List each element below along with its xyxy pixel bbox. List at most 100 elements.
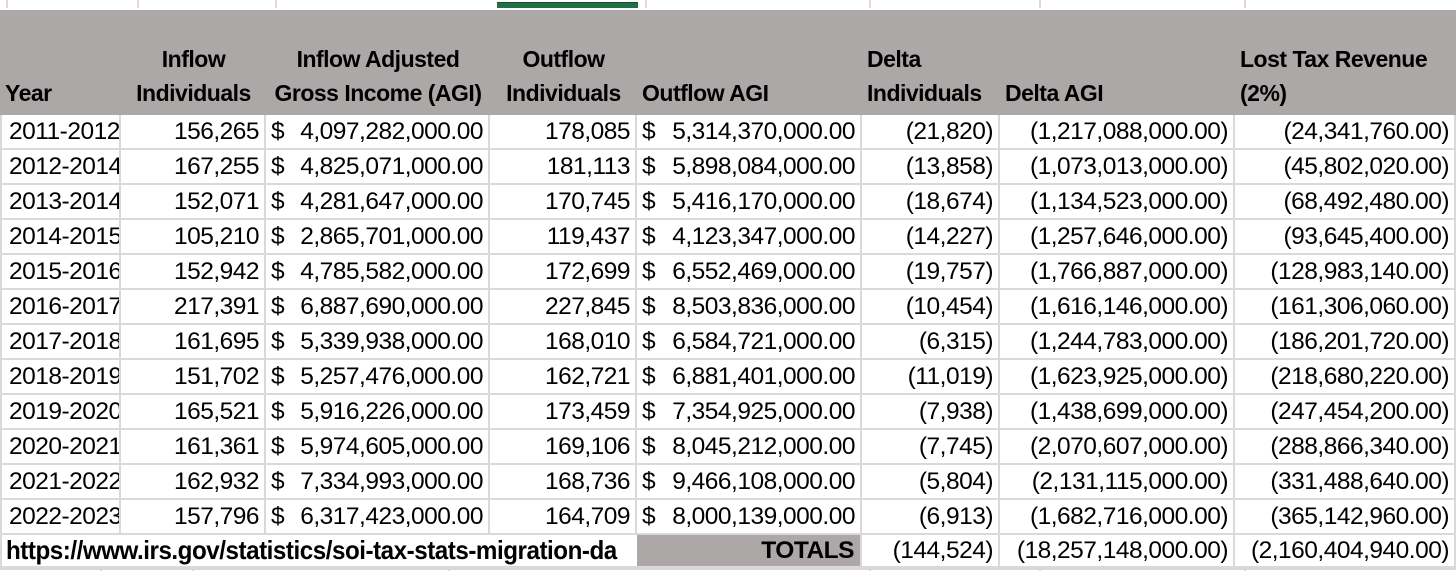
cell-lost_tax_revenue[interactable]: (365,142,960.00) bbox=[1235, 500, 1456, 535]
cell-inflow_individuals[interactable]: 161,695 bbox=[121, 325, 266, 360]
cell-source-url[interactable]: https://www.irs.gov/statistics/soi-tax-s… bbox=[0, 535, 637, 568]
cell-outflow_agi[interactable]: $8,503,836,000.00 bbox=[637, 290, 862, 325]
cell-delta_individuals[interactable]: (19,757) bbox=[862, 255, 1000, 290]
cell-delta_individuals[interactable]: (21,820) bbox=[862, 115, 1000, 150]
header-cell-lost_tax_revenue[interactable]: Lost Tax Revenue (2%) bbox=[1240, 46, 1428, 106]
header-cell-outflow_individuals[interactable]: Outflow Individuals bbox=[506, 46, 621, 106]
cell-outflow_individuals[interactable]: 169,106 bbox=[490, 430, 637, 465]
cell-inflow_individuals[interactable]: 157,796 bbox=[121, 500, 266, 535]
cell-inflow_agi[interactable]: $6,317,423,000.00 bbox=[266, 500, 490, 535]
cell-inflow_agi[interactable]: $5,916,226,000.00 bbox=[266, 395, 490, 430]
cell-delta_agi[interactable]: (1,623,925,000.00) bbox=[1000, 360, 1235, 395]
cell-delta_individuals[interactable]: (10,454) bbox=[862, 290, 1000, 325]
cell-inflow_agi[interactable]: $4,281,647,000.00 bbox=[266, 185, 490, 220]
cell-inflow_agi[interactable]: $7,334,993,000.00 bbox=[266, 465, 490, 500]
cell-inflow_agi[interactable]: $4,097,282,000.00 bbox=[266, 115, 490, 150]
cell-lost_tax_revenue[interactable]: (161,306,060.00) bbox=[1235, 290, 1456, 325]
cell-year[interactable]: 2014-2015 bbox=[0, 220, 121, 255]
cell-delta_individuals[interactable]: (6,913) bbox=[862, 500, 1000, 535]
cell-inflow_agi[interactable]: $2,865,701,000.00 bbox=[266, 220, 490, 255]
cell-inflow_individuals[interactable]: 167,255 bbox=[121, 150, 266, 185]
cell-delta_agi[interactable]: (1,616,146,000.00) bbox=[1000, 290, 1235, 325]
cell-delta_agi[interactable]: (1,682,716,000.00) bbox=[1000, 500, 1235, 535]
cell-inflow_agi[interactable]: $6,887,690,000.00 bbox=[266, 290, 490, 325]
cell-outflow_agi[interactable]: $8,000,139,000.00 bbox=[637, 500, 862, 535]
cell-year[interactable]: 2022-2023 bbox=[0, 500, 121, 535]
header-cell-outflow_agi[interactable]: Outflow AGI bbox=[642, 80, 769, 106]
cell-outflow_agi[interactable]: $9,466,108,000.00 bbox=[637, 465, 862, 500]
cell-outflow_agi[interactable]: $6,584,721,000.00 bbox=[637, 325, 862, 360]
cell-delta_agi[interactable]: (1,438,699,000.00) bbox=[1000, 395, 1235, 430]
cell-inflow_individuals[interactable]: 152,942 bbox=[121, 255, 266, 290]
cell-lost_tax_revenue[interactable]: (128,983,140.00) bbox=[1235, 255, 1456, 290]
cell-outflow_individuals[interactable]: 119,437 bbox=[490, 220, 637, 255]
cell-outflow_individuals[interactable]: 173,459 bbox=[490, 395, 637, 430]
cell-delta_individuals[interactable]: (5,804) bbox=[862, 465, 1000, 500]
cell-year[interactable]: 2018-2019 bbox=[0, 360, 121, 395]
cell-lost_tax_revenue[interactable]: (45,802,020.00) bbox=[1235, 150, 1456, 185]
cell-year[interactable]: 2015-2016 bbox=[0, 255, 121, 290]
cell-year[interactable]: 2012-2014 bbox=[0, 150, 121, 185]
cell-delta_agi[interactable]: (1,217,088,000.00) bbox=[1000, 115, 1235, 150]
cell-inflow_agi[interactable]: $4,785,582,000.00 bbox=[266, 255, 490, 290]
cell-outflow_agi[interactable]: $5,416,170,000.00 bbox=[637, 185, 862, 220]
cell-delta_agi[interactable]: (1,073,013,000.00) bbox=[1000, 150, 1235, 185]
cell-outflow_individuals[interactable]: 170,745 bbox=[490, 185, 637, 220]
cell-year[interactable]: 2016-2017 bbox=[0, 290, 121, 325]
cell-inflow_individuals[interactable]: 152,071 bbox=[121, 185, 266, 220]
cell-outflow_agi[interactable]: $5,314,370,000.00 bbox=[637, 115, 862, 150]
cell-lost_tax_revenue[interactable]: (186,201,720.00) bbox=[1235, 325, 1456, 360]
header-cell-delta_individuals[interactable]: Delta Individuals bbox=[867, 46, 982, 106]
cell-delta_individuals[interactable]: (13,858) bbox=[862, 150, 1000, 185]
cell-outflow_individuals[interactable]: 181,113 bbox=[490, 150, 637, 185]
cell-delta_individuals[interactable]: (14,227) bbox=[862, 220, 1000, 255]
cell-delta_agi[interactable]: (1,257,646,000.00) bbox=[1000, 220, 1235, 255]
cell-inflow_individuals[interactable]: 217,391 bbox=[121, 290, 266, 325]
cell-lost_tax_revenue[interactable]: (68,492,480.00) bbox=[1235, 185, 1456, 220]
cell-lost_tax_revenue[interactable]: (93,645,400.00) bbox=[1235, 220, 1456, 255]
header-cell-inflow_individuals[interactable]: Inflow Individuals bbox=[136, 46, 251, 106]
cell-year[interactable]: 2017-2018 bbox=[0, 325, 121, 360]
cell-total-delta-agi[interactable]: (18,257,148,000.00) bbox=[1000, 535, 1235, 568]
cell-delta_individuals[interactable]: (7,938) bbox=[862, 395, 1000, 430]
cell-lost_tax_revenue[interactable]: (331,488,640.00) bbox=[1235, 465, 1456, 500]
cell-outflow_agi[interactable]: $6,552,469,000.00 bbox=[637, 255, 862, 290]
cell-lost_tax_revenue[interactable]: (218,680,220.00) bbox=[1235, 360, 1456, 395]
cell-year[interactable]: 2019-2020 bbox=[0, 395, 121, 430]
cell-outflow_agi[interactable]: $5,898,084,000.00 bbox=[637, 150, 862, 185]
cell-year[interactable]: 2020-2021 bbox=[0, 430, 121, 465]
cell-delta_individuals[interactable]: (11,019) bbox=[862, 360, 1000, 395]
cell-totals-label[interactable]: TOTALS bbox=[637, 535, 862, 568]
cell-inflow_individuals[interactable]: 105,210 bbox=[121, 220, 266, 255]
cell-delta_individuals[interactable]: (7,745) bbox=[862, 430, 1000, 465]
cell-inflow_individuals[interactable]: 161,361 bbox=[121, 430, 266, 465]
cell-inflow_individuals[interactable]: 156,265 bbox=[121, 115, 266, 150]
cell-delta_agi[interactable]: (2,070,607,000.00) bbox=[1000, 430, 1235, 465]
header-cell-inflow_agi[interactable]: Inflow Adjusted Gross Income (AGI) bbox=[274, 46, 482, 106]
cell-inflow_individuals[interactable]: 151,702 bbox=[121, 360, 266, 395]
cell-outflow_individuals[interactable]: 172,699 bbox=[490, 255, 637, 290]
cell-outflow_individuals[interactable]: 168,010 bbox=[490, 325, 637, 360]
cell-inflow_agi[interactable]: $5,257,476,000.00 bbox=[266, 360, 490, 395]
cell-inflow_agi[interactable]: $5,974,605,000.00 bbox=[266, 430, 490, 465]
cell-lost_tax_revenue[interactable]: (24,341,760.00) bbox=[1235, 115, 1456, 150]
cell-delta_agi[interactable]: (1,766,887,000.00) bbox=[1000, 255, 1235, 290]
cell-delta_individuals[interactable]: (18,674) bbox=[862, 185, 1000, 220]
cell-outflow_agi[interactable]: $4,123,347,000.00 bbox=[637, 220, 862, 255]
cell-delta_agi[interactable]: (2,131,115,000.00) bbox=[1000, 465, 1235, 500]
header-cell-delta_agi[interactable]: Delta AGI bbox=[1005, 80, 1104, 106]
cell-total-lost-tax-revenue[interactable]: (2,160,404,940.00) bbox=[1235, 535, 1456, 568]
cell-outflow_individuals[interactable]: 168,736 bbox=[490, 465, 637, 500]
cell-outflow_individuals[interactable]: 227,845 bbox=[490, 290, 637, 325]
header-cell-year[interactable]: Year bbox=[5, 80, 52, 106]
cell-year[interactable]: 2021-2022 bbox=[0, 465, 121, 500]
cell-year[interactable]: 2013-2014 bbox=[0, 185, 121, 220]
cell-outflow_agi[interactable]: $6,881,401,000.00 bbox=[637, 360, 862, 395]
cell-delta_individuals[interactable]: (6,315) bbox=[862, 325, 1000, 360]
cell-inflow_individuals[interactable]: 162,932 bbox=[121, 465, 266, 500]
cell-outflow_agi[interactable]: $7,354,925,000.00 bbox=[637, 395, 862, 430]
cell-delta_agi[interactable]: (1,244,783,000.00) bbox=[1000, 325, 1235, 360]
cell-total-delta-individuals[interactable]: (144,524) bbox=[862, 535, 1000, 568]
cell-year[interactable]: 2011-2012 bbox=[0, 115, 121, 150]
cell-lost_tax_revenue[interactable]: (288,866,340.00) bbox=[1235, 430, 1456, 465]
